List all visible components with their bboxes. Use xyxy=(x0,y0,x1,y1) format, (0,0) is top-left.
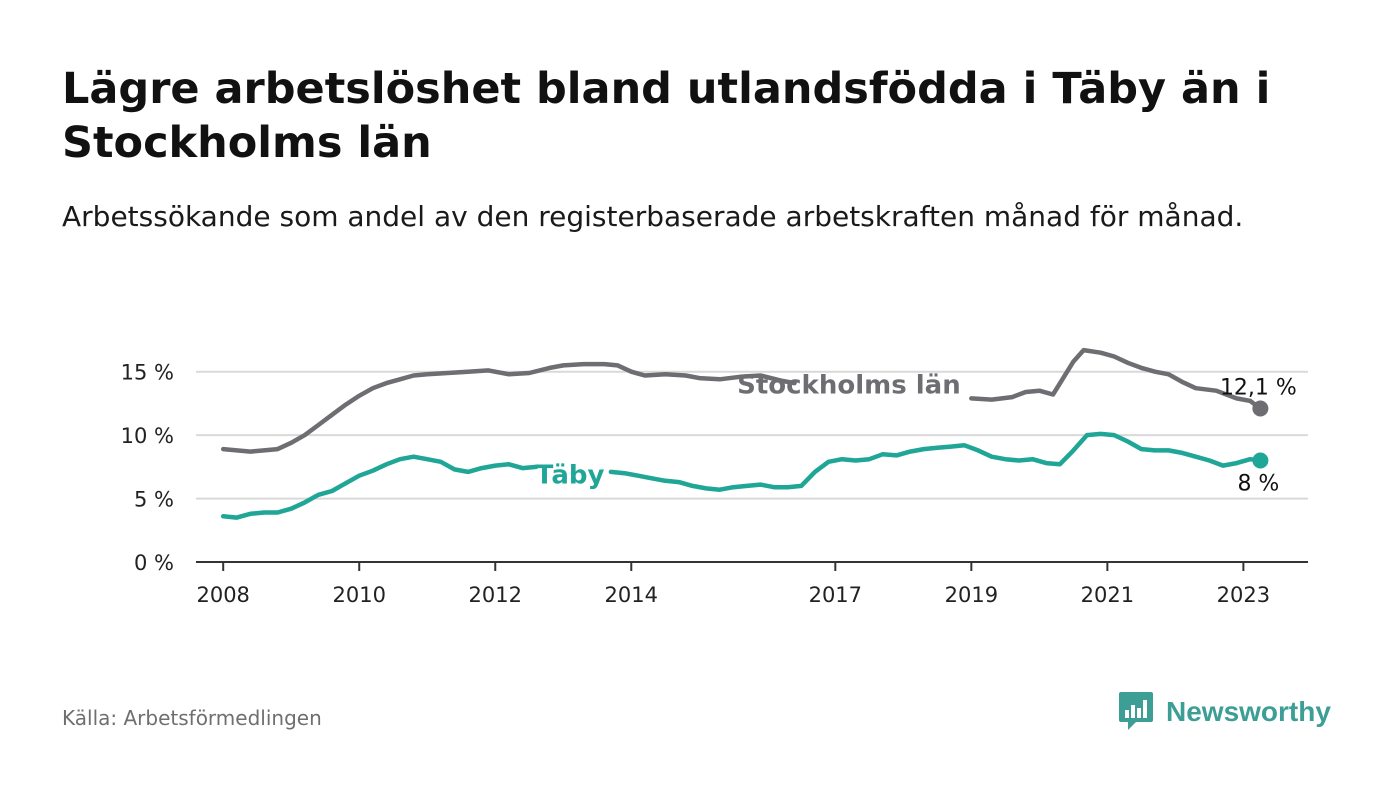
grid-lines xyxy=(196,370,1308,563)
chart-subtitle: Arbetssökande som andel av den registerb… xyxy=(62,200,1244,233)
source-credit: Källa: Arbetsförmedlingen xyxy=(62,706,322,730)
series-line-taby xyxy=(608,431,1263,492)
series-lines xyxy=(220,347,1269,520)
series-name-label: Stockholms län xyxy=(737,370,961,400)
x-tick-label: 2021 xyxy=(1081,583,1134,607)
x-tick-label: 2010 xyxy=(333,583,386,607)
series-end-label-taby: 8 % xyxy=(1237,472,1279,497)
series-labels: 12,1 % 8 % Stockholms län Täby xyxy=(536,370,1297,496)
series-line-stockholms-lan xyxy=(220,361,797,454)
series-end-point-taby xyxy=(1252,452,1269,469)
brand-logo[interactable]: Newsworthy xyxy=(1118,690,1331,734)
line-chart: 0 % 5 % 10 % 15 % 2008 2010 2012 2014 2017 2019 20… xyxy=(121,347,1308,607)
y-tick-label: 5 % xyxy=(134,488,174,512)
chart-title: Lägre arbetslöshet bland utlandsfödda i … xyxy=(62,64,1271,168)
series-end-point-stockholms-lan xyxy=(1252,400,1269,417)
series-end-label-stockholms-lan: 12,1 % xyxy=(1220,376,1297,401)
series-line-stockholms-lan xyxy=(969,347,1263,411)
axis-ticks: 0 % 5 % 10 % 15 % 2008 2010 2012 2014 2017 2019 20… xyxy=(121,361,1270,607)
x-tick-label: 2012 xyxy=(469,583,522,607)
x-tick-label: 2017 xyxy=(809,583,862,607)
y-tick-label: 10 % xyxy=(121,424,174,448)
x-tick-label: 2014 xyxy=(605,583,658,607)
x-tick-label: 2008 xyxy=(196,583,249,607)
x-tick-label: 2023 xyxy=(1217,583,1270,607)
y-tick-label: 0 % xyxy=(134,551,174,575)
bar-chart-speech-bubble-icon xyxy=(1119,692,1153,730)
series-name-label: Täby xyxy=(536,460,605,490)
brand-name: Newsworthy xyxy=(1166,696,1331,727)
y-tick-label: 15 % xyxy=(121,361,174,385)
x-tick-label: 2019 xyxy=(945,583,998,607)
series-line-taby xyxy=(220,454,539,520)
